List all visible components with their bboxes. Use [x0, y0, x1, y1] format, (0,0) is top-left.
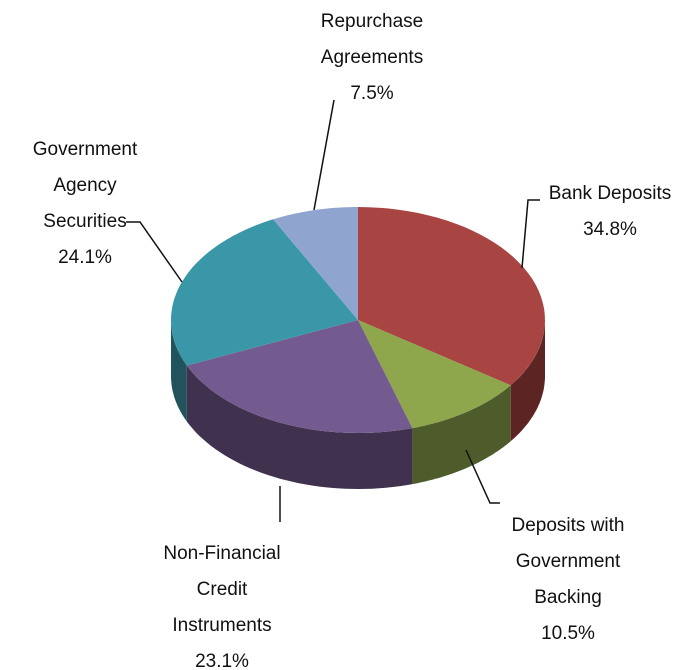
category-label: Government Agency Securities	[32, 139, 138, 232]
value-label: 7.5%	[350, 83, 394, 104]
slice	[358, 320, 511, 429]
slice-side	[510, 320, 545, 442]
slice-label: Government Agency Securities 24.1%	[26, 132, 144, 276]
leader-line	[465, 449, 500, 504]
slice	[358, 207, 545, 386]
slice-label: Repurchase Agreements 7.5%	[307, 4, 437, 112]
slice-label: Bank Deposits 34.8%	[510, 176, 696, 248]
category-label: Non-Financial Credit Instruments	[163, 543, 281, 636]
slice	[171, 219, 358, 366]
leader-line	[521, 199, 540, 269]
value-label: 10.5%	[541, 623, 595, 644]
slice-label: Non-Financial Credit Instruments 23.1%	[157, 536, 287, 670]
category-label: Bank Deposits	[548, 183, 672, 204]
leader-line	[126, 221, 183, 283]
slice-side	[186, 365, 413, 489]
value-label: 23.1%	[195, 651, 249, 670]
slice-side	[412, 385, 511, 485]
slice-label: Deposits with Government Backing 10.5%	[498, 508, 638, 652]
value-label: 24.1%	[58, 247, 112, 268]
category-label: Deposits with Government Backing	[511, 515, 625, 608]
slice	[273, 207, 358, 320]
value-label: 34.8%	[583, 219, 637, 240]
category-label: Repurchase Agreements	[320, 11, 424, 68]
leader-line	[313, 99, 335, 211]
slice	[186, 320, 413, 433]
slice-side	[171, 320, 187, 422]
